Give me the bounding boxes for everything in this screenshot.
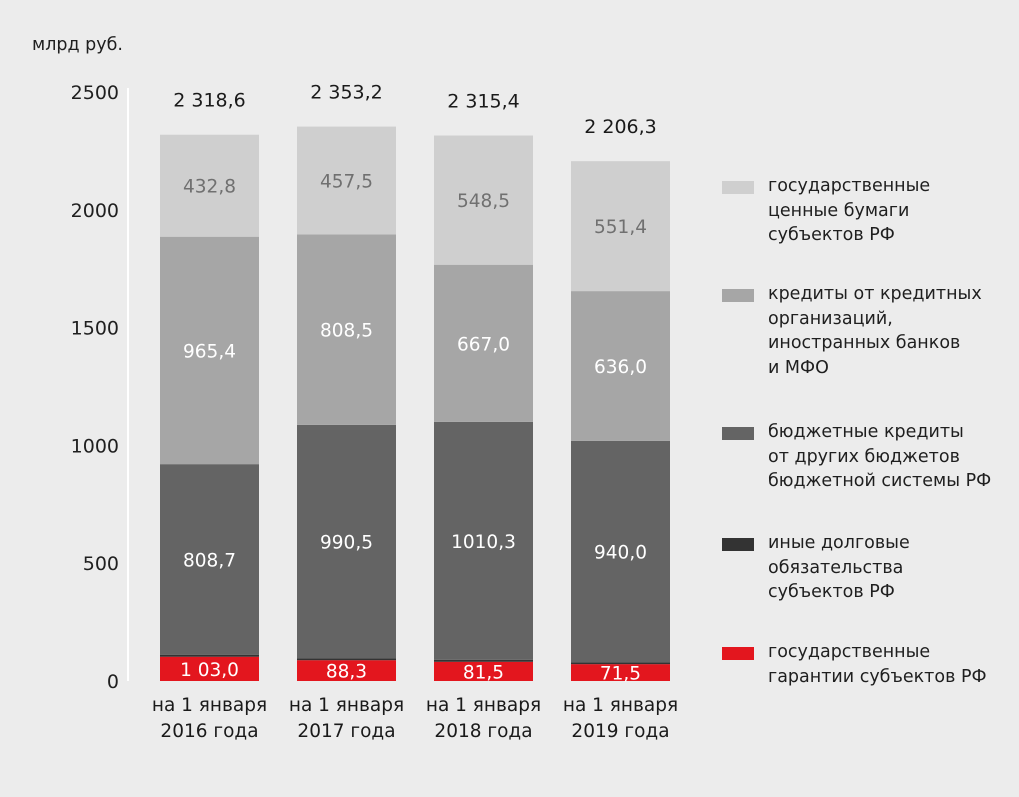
data-label: 551,4 <box>594 217 647 238</box>
bar-segment <box>297 660 396 681</box>
data-label: 1010,3 <box>451 532 516 553</box>
x-tick-label: 2016 года <box>160 721 258 742</box>
legend-swatch <box>722 427 754 440</box>
bar-segment <box>160 656 259 681</box>
data-label: 667,0 <box>457 334 510 355</box>
y-tick-label: 1500 <box>71 318 119 340</box>
data-label: 1 03,0 <box>180 660 239 681</box>
total-label: 2 318,6 <box>173 90 246 112</box>
x-tick-label: на 1 января <box>563 695 678 716</box>
bar-segment <box>160 236 259 465</box>
total-label: 2 206,3 <box>584 116 657 138</box>
bar-segment <box>571 440 670 663</box>
data-label: 457,5 <box>320 171 373 192</box>
legend-label: иные долговые обязательства субъектов РФ <box>768 533 910 602</box>
y-tick-label: 2000 <box>71 200 119 222</box>
legend-swatch <box>722 538 754 551</box>
data-label: 965,4 <box>183 341 236 362</box>
data-label: 636,0 <box>594 357 647 378</box>
x-tick-label: 2017 года <box>297 721 395 742</box>
bar-segment <box>571 161 670 292</box>
total-label: 2 353,2 <box>310 82 383 104</box>
data-label: 88,3 <box>326 662 367 683</box>
data-label: 940,0 <box>594 543 647 564</box>
y-tick-label: 1000 <box>71 435 119 457</box>
y-tick-label: 2500 <box>71 82 119 104</box>
bar-segment <box>160 134 259 237</box>
bar-segment <box>434 661 533 681</box>
bar-segment <box>571 662 670 665</box>
bar-segment <box>434 659 533 662</box>
data-label: 548,5 <box>457 191 510 212</box>
y-axis-label: млрд руб. <box>32 35 123 55</box>
x-tick-label: 2019 года <box>571 721 669 742</box>
legend-swatch <box>722 647 754 660</box>
x-tick-label: на 1 января <box>152 695 267 716</box>
legend-label: государственные гарантии субъектов РФ <box>768 642 987 687</box>
bar-segment <box>434 421 533 660</box>
x-tick-label: на 1 января <box>426 695 541 716</box>
bar-segment <box>297 126 396 235</box>
bar-segment <box>297 424 396 659</box>
legend-swatch <box>722 289 754 302</box>
x-tick-label: 2018 года <box>434 721 532 742</box>
x-tick-label: на 1 января <box>289 695 404 716</box>
legend-swatch <box>722 181 754 194</box>
y-tick-label: 0 <box>107 671 119 693</box>
bar-segment <box>160 654 259 657</box>
bar-segment <box>434 135 533 265</box>
data-label: 808,7 <box>183 550 236 571</box>
data-label: 432,8 <box>183 177 236 198</box>
legend-label: государственные ценные бумаги субъектов … <box>768 176 931 245</box>
legend-label: кредиты от кредитных организаций, иностр… <box>768 284 982 378</box>
bar-segment <box>160 464 259 655</box>
data-label: 81,5 <box>463 662 504 683</box>
data-label: 71,5 <box>600 664 641 685</box>
total-label: 2 315,4 <box>447 90 520 112</box>
data-label: 990,5 <box>320 533 373 554</box>
bar-segment <box>571 291 670 441</box>
bar-segment <box>297 658 396 661</box>
bar-segment <box>297 234 396 425</box>
bar-segment <box>571 664 670 681</box>
legend-label: бюджетные кредиты от других бюджетов бюд… <box>768 422 992 491</box>
y-tick-label: 500 <box>83 553 119 575</box>
data-label: 808,5 <box>320 321 373 342</box>
bar-segment <box>434 264 533 422</box>
